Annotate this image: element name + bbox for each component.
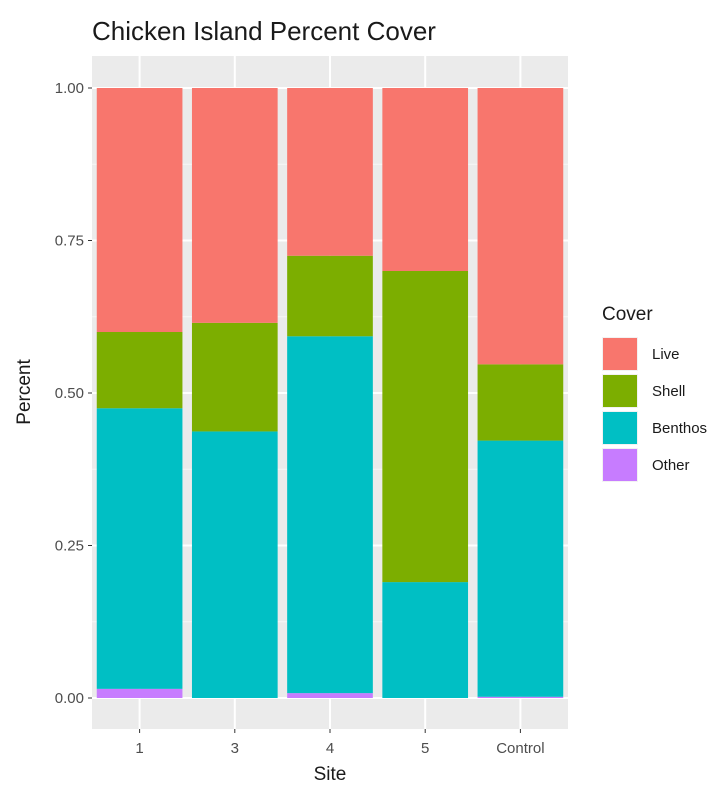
bar-segment-other-1 [96, 688, 183, 698]
bar-segment-shell-1 [96, 332, 183, 409]
legend-swatch-other [603, 449, 637, 481]
x-tick-label: 5 [421, 740, 429, 757]
bar-segment-benthos-1 [96, 408, 183, 689]
bar-segment-other-control [477, 696, 564, 698]
y-tick-label: 0.50 [55, 385, 84, 402]
bar-segment-shell-control [477, 364, 564, 441]
legend: Cover Live Shell Benthos Other [602, 304, 707, 482]
bar-segment-benthos-4 [287, 336, 373, 694]
x-tick-label: 3 [231, 740, 239, 757]
y-axis: 0.00 0.25 0.50 0.75 1.00 [55, 80, 92, 707]
bar-segment-benthos-5 [382, 582, 469, 698]
bar-segment-shell-4 [287, 255, 373, 337]
bar-segment-benthos-3 [191, 431, 278, 698]
bar-segment-shell-3 [191, 322, 278, 432]
legend-label-benthos: Benthos [652, 420, 707, 437]
x-axis-title: Site [314, 764, 347, 785]
legend-label-other: Other [652, 457, 690, 474]
y-tick-label: 0.75 [55, 233, 84, 250]
x-tick-label: Control [496, 740, 544, 757]
y-axis-title: Percent [14, 359, 35, 425]
chart-title: Chicken Island Percent Cover [92, 16, 436, 46]
legend-swatch-shell [603, 375, 637, 407]
legend-label-shell: Shell [652, 383, 685, 400]
bar-segment-live-3 [191, 88, 278, 323]
bar-segment-live-4 [287, 88, 373, 256]
bar-segment-live-control [477, 88, 564, 365]
y-tick-label: 1.00 [55, 80, 84, 97]
y-tick-label: 0.25 [55, 538, 84, 555]
bar-segment-live-5 [382, 88, 469, 271]
bar-segment-other-4 [287, 693, 373, 698]
bar-segment-shell-5 [382, 271, 469, 583]
legend-swatch-benthos [603, 412, 637, 444]
x-tick-label: 1 [135, 740, 143, 757]
y-tick-label: 0.00 [55, 690, 84, 707]
x-axis: 1 3 4 5 Control [135, 729, 545, 757]
legend-label-live: Live [652, 346, 680, 363]
bars [96, 88, 564, 698]
legend-swatch-live [603, 338, 637, 370]
x-tick-label: 4 [326, 740, 334, 757]
bar-segment-benthos-control [477, 440, 564, 697]
legend-title: Cover [602, 304, 653, 325]
bar-segment-live-1 [96, 88, 183, 332]
